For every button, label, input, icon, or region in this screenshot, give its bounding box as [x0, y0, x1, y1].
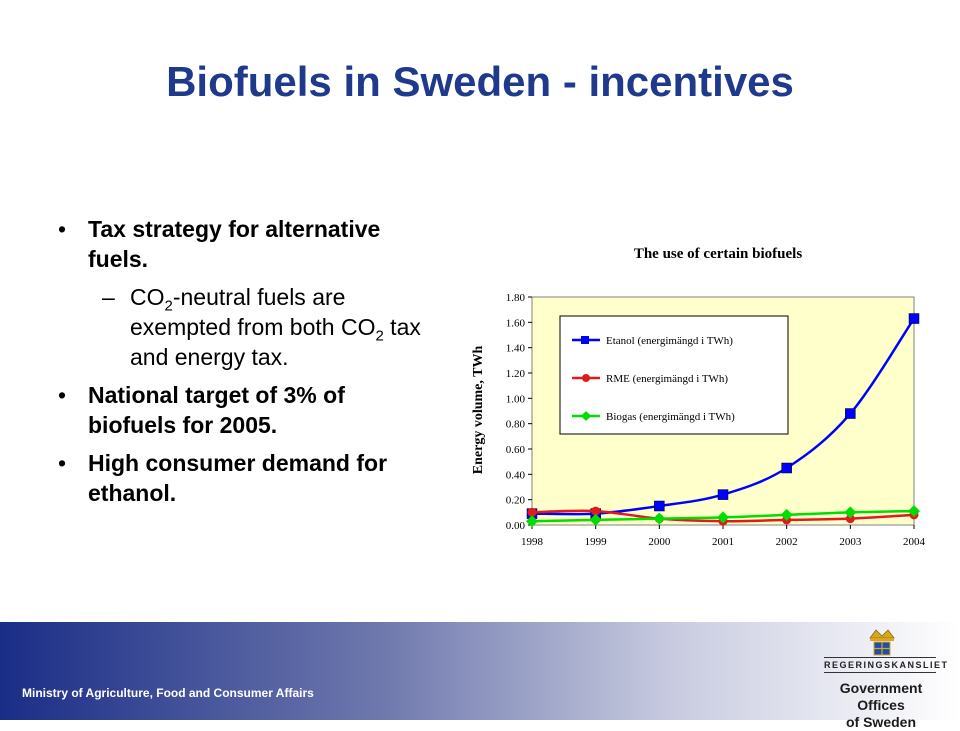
sub-bullet-co2-neutral: – CO2-neutral fuels are exempted from bo… [58, 282, 428, 372]
bullet-text: National target of 3% of biofuels for 20… [88, 382, 345, 438]
y-tick-label: 0.00 [506, 520, 526, 532]
legend-marker [582, 374, 590, 382]
regeringskansliet-wordmark: REGERINGSKANSLIET [824, 657, 947, 673]
x-tick-label: 2002 [776, 536, 798, 548]
x-tick-label: 2001 [712, 536, 734, 548]
etanol-point [654, 500, 665, 512]
biogas-point [589, 513, 602, 526]
rme-point [845, 514, 855, 524]
biogas-point [526, 515, 538, 528]
y-tick-label: 1.00 [506, 393, 526, 405]
gov-line-1: Government Offices [839, 680, 923, 713]
biogas-point [780, 508, 793, 521]
etanol-point [908, 313, 920, 324]
bullet-text: Tax strategy for alternative fuels. [88, 216, 381, 272]
y-tick-label: 0.40 [506, 469, 526, 481]
biogas-point [717, 511, 729, 524]
x-tick-label: 2004 [903, 536, 926, 548]
bullet-list: • Tax strategy for alternative fuels. – … [58, 214, 428, 516]
biogas-point [908, 505, 920, 518]
crown-crest-icon [869, 629, 895, 656]
sub-bullet-text-d: tax and energy tax. [130, 314, 421, 370]
legend-box [559, 315, 789, 435]
footer-band [0, 622, 960, 720]
etanol-point [845, 408, 856, 419]
sub-bullet-text-a: CO [130, 284, 165, 310]
axes: 0.00 0.20 0.40 0.60 0.80 1.00 1.20 1.40 1.60 1.80… [506, 292, 926, 548]
x-tick-label: 2000 [648, 536, 671, 548]
biofuels-line-chart: The use of certain biofuels Energy volum… [471, 246, 926, 548]
legend-label: Etanol (energimängd i TWh) [606, 335, 733, 347]
sub-bullet-text-c: CO [340, 314, 376, 340]
government-offices-logo: Government Offices of Sweden [816, 680, 946, 731]
y-tick-label: 0.20 [506, 495, 526, 507]
legend-label: RME (energimängd i TWh) [606, 373, 728, 385]
ministry-name: Ministry of Agriculture, Food and Consum… [22, 686, 314, 700]
bullet-dot: • [58, 382, 67, 408]
y-tick-label: 0.80 [506, 419, 526, 431]
y-tick-label: 1.80 [506, 292, 526, 304]
gov-line-2: of Sweden [845, 714, 916, 730]
biogas-point [653, 512, 666, 525]
series-layer [526, 313, 920, 528]
y-tick-label: 1.60 [506, 317, 526, 329]
y-tick-label: 1.40 [506, 343, 526, 355]
chart-title: The use of certain biofuels [634, 246, 802, 262]
bullet-tax-strategy: • Tax strategy for alternative fuels. [58, 214, 428, 274]
y-tick-label: 0.60 [506, 444, 526, 456]
sub-bullet-text-b: -neutral fuels are exempted from both [130, 284, 346, 340]
legend-label: Biogas (energimängd i TWh) [606, 411, 735, 423]
bullet-dot: • [58, 216, 67, 242]
y-tick-label: 1.20 [506, 368, 526, 380]
bullet-national-target: • National target of 3% of biofuels for … [58, 380, 428, 440]
sub-bullet-dash: – [102, 284, 115, 310]
etanol-point [717, 489, 729, 500]
x-tick-label: 1999 [585, 536, 608, 548]
bullet-consumer-demand: • High consumer demand for ethanol. [58, 448, 428, 508]
bullet-dot: • [58, 450, 67, 476]
legend-marker [581, 411, 591, 421]
slide-title: Biofuels in Sweden - incentives [166, 58, 794, 105]
chart-legend: Etanol (energimängd i TWh) RME (energimän… [559, 315, 789, 435]
rme-point [527, 507, 537, 517]
legend-marker [581, 336, 589, 344]
bullet-text: High consumer demand for ethanol. [88, 450, 388, 506]
subscript-2: 2 [164, 297, 173, 315]
subscript-2b: 2 [375, 327, 384, 345]
rme-point [591, 506, 601, 516]
biogas-point [844, 506, 857, 519]
etanol-point [781, 462, 792, 474]
x-tick-label: 1998 [521, 536, 544, 548]
x-tick-label: 2003 [839, 536, 862, 548]
y-axis-label: Energy volume, TWh [471, 346, 486, 475]
